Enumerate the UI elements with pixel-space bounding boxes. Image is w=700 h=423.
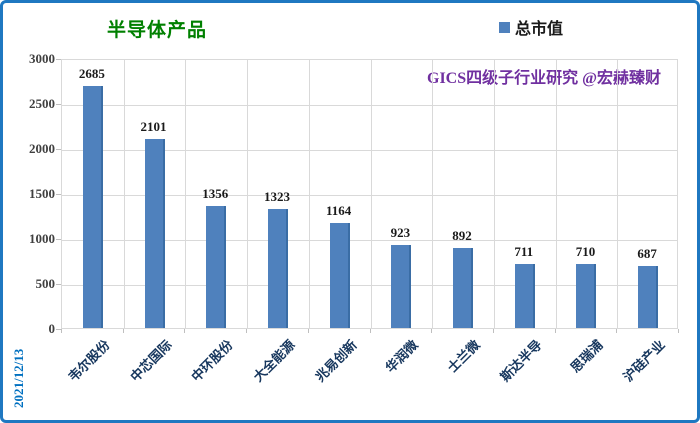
y-axis-tick-label: 500 <box>35 276 56 291</box>
date-label: 2021/12/13 <box>11 348 26 408</box>
bar <box>576 264 597 328</box>
x-axis-tick-mark <box>307 329 309 333</box>
legend-label: 总市值 <box>515 21 564 38</box>
gridline-vertical <box>432 60 434 328</box>
x-axis-tick-mark <box>122 329 124 333</box>
x-axis-tick-mark <box>246 329 248 333</box>
bar-value-label: 2685 <box>78 66 105 82</box>
bar-value-label: 923 <box>390 224 411 240</box>
gridline-vertical <box>247 60 249 328</box>
x-axis-tick-mark <box>431 329 433 333</box>
bar <box>206 205 227 328</box>
x-axis-tick-mark <box>184 329 186 333</box>
bar-value-label: 892 <box>452 227 472 243</box>
bar-value-label: 2101 <box>140 118 167 134</box>
y-axis-tick-mark <box>56 194 61 195</box>
x-axis-category-label: 斯达半导 <box>497 337 545 385</box>
bar <box>144 138 165 328</box>
y-axis-tick-label: 2500 <box>29 96 55 111</box>
gridline-vertical <box>123 60 125 328</box>
bar <box>267 208 288 328</box>
x-axis-category-label: 韦尔股份 <box>65 337 113 385</box>
x-axis-tick-mark <box>492 329 494 333</box>
x-axis-tick-mark <box>369 329 371 333</box>
legend-marker-square <box>499 21 510 33</box>
x-axis-category-label: 中环股份 <box>188 337 236 385</box>
y-axis-tick-label: 0 <box>48 321 56 336</box>
y-axis-tick-mark <box>56 239 61 240</box>
bar <box>638 266 659 328</box>
y-axis-tick-mark <box>56 329 61 330</box>
x-axis-tick-mark <box>678 329 679 333</box>
x-axis-category-label: 士兰微 <box>444 337 483 376</box>
x-axis-tick-mark <box>61 329 62 333</box>
gridline-vertical <box>370 60 372 328</box>
bar-value-label: 710 <box>575 244 596 260</box>
bar-value-label: 711 <box>514 244 534 259</box>
x-axis-category-label: 大全能源 <box>250 337 298 385</box>
gridline-horizontal <box>62 105 677 106</box>
y-axis-tick-label: 2000 <box>29 141 55 156</box>
y-axis-tick-mark <box>56 104 61 105</box>
bar-value-label: 1356 <box>202 185 229 201</box>
x-axis-tick-mark <box>616 329 618 333</box>
gridline-horizontal <box>62 150 677 151</box>
y-axis-tick-label: 1500 <box>29 186 55 201</box>
gridline-vertical <box>185 60 187 328</box>
x-axis-category-label: 兆易创新 <box>311 337 360 385</box>
gridline-vertical <box>493 60 495 328</box>
plot-area <box>61 59 678 329</box>
gridline-vertical <box>555 60 557 328</box>
gridline-horizontal <box>62 240 677 241</box>
gridline-horizontal <box>62 285 677 286</box>
bar-value-label: 687 <box>637 246 657 262</box>
legend: 总市值 <box>499 15 563 39</box>
x-axis-category-label: 华润微 <box>382 337 422 376</box>
y-axis-tick-label: 3000 <box>29 51 55 66</box>
bar-value-label: 1323 <box>263 188 290 204</box>
bar <box>391 244 412 328</box>
chart-title: 半导体产品 <box>107 20 208 41</box>
bar <box>453 247 474 328</box>
x-axis-category-label: 沪硅产业 <box>620 337 668 385</box>
y-axis-tick-label: 1000 <box>29 231 55 246</box>
bar <box>329 223 350 328</box>
bar-value-label: 1164 <box>325 203 352 219</box>
y-axis-tick-mark <box>56 284 61 285</box>
x-axis-category-label: 中芯国际 <box>126 337 175 385</box>
x-axis-category-label: 思瑞浦 <box>567 337 607 376</box>
bar <box>82 86 103 328</box>
x-axis-tick-mark <box>554 329 556 333</box>
y-axis-tick-mark <box>56 149 61 150</box>
y-axis-tick-mark <box>56 59 61 60</box>
gridline-horizontal <box>62 195 677 196</box>
gridline-vertical <box>308 60 310 328</box>
gridline-vertical <box>617 60 619 328</box>
watermark-text: GICS四级子行业研究 @宏赫臻财 <box>427 70 662 87</box>
bar <box>514 264 535 328</box>
